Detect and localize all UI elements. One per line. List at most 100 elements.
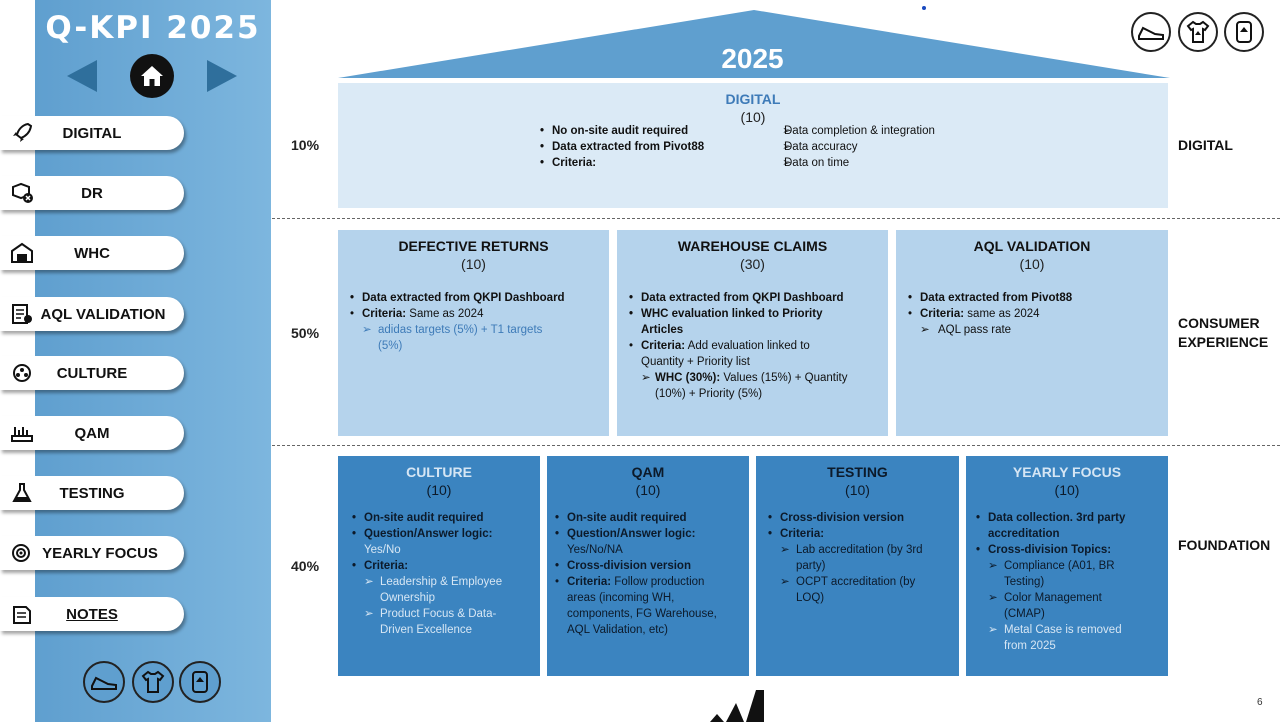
row-divider (272, 218, 1280, 219)
box-title: YEARLY FOCUS (1012, 464, 1122, 480)
menu-button-culture[interactable]: CULTURE (0, 356, 184, 390)
menu-label: AQL VALIDATION (40, 305, 166, 323)
adidas-logo-icon (710, 690, 764, 722)
flask-icon (12, 483, 32, 502)
rocket-icon (13, 122, 33, 142)
row-divider (272, 445, 1280, 446)
box-list: Cross-division version Criteria: Lab acc… (766, 510, 953, 606)
box-title: WAREHOUSE CLAIMS (677, 238, 828, 254)
menu-label: WHC (74, 244, 110, 262)
box-list: On-site audit required Question/Answer l… (350, 510, 534, 638)
menu-button-digital[interactable]: DIGITAL (0, 116, 184, 150)
yearly-focus-box: YEARLY FOCUS (10) Data collection. 3rd p… (966, 456, 1168, 676)
list-item: Question/Answer logic: (350, 526, 534, 542)
list-item: WHC evaluation linked to Priority (627, 306, 880, 322)
list-item: LOQ) (796, 592, 825, 604)
menu-button-aql-validation[interactable]: AQL VALIDATION (0, 297, 184, 331)
qam-box: QAM (10) On-site audit required Question… (547, 456, 749, 676)
box-score: (10) (635, 482, 661, 498)
row-weight-foundation: 40% (291, 558, 320, 574)
previous-arrow-icon[interactable] (67, 60, 97, 92)
box-score: (10) (461, 256, 486, 272)
menu-button-notes[interactable]: NOTES (0, 597, 184, 631)
roof-shape (338, 10, 1170, 78)
box-list: Data extracted from Pivot88 Criteria: sa… (906, 290, 1160, 338)
list-item: Metal Case is removed (974, 622, 1162, 638)
row-category-consumer: CONSUMER EXPERIENCE (1178, 315, 1269, 350)
menu-label: YEARLY FOCUS (42, 544, 158, 562)
team-icon (13, 364, 31, 382)
checklist-icon (12, 304, 32, 324)
box-score: (10) (740, 109, 766, 125)
list-item: WHC (30%): Values (15%) + Quantity (627, 370, 880, 386)
page-number: 6 (1257, 697, 1263, 708)
box-score: (10) (1019, 256, 1045, 272)
list-item: Cross-division version (553, 558, 743, 574)
shirt-icon[interactable] (132, 661, 174, 703)
menu-button-dr[interactable]: DR (0, 176, 184, 210)
box-title: AQL VALIDATION (973, 238, 1091, 254)
defective-returns-box: DEFECTIVE RETURNS (10) Data extracted fr… (338, 230, 609, 436)
list-item: Quantity + Priority list (641, 356, 750, 368)
list-item: accreditation (988, 528, 1060, 540)
list-item: areas (incoming WH, (567, 592, 675, 604)
list-item: Driven Excellence (380, 624, 473, 636)
list-item: Compliance (A01, BR (974, 558, 1162, 574)
box-title: QAM (631, 464, 665, 480)
menu-label: TESTING (59, 484, 125, 502)
equipment-icon[interactable] (179, 661, 221, 703)
list-item: (CMAP) (1004, 608, 1045, 620)
menu-button-whc[interactable]: WHC (0, 236, 184, 270)
list-item: from 2025 (1004, 640, 1056, 652)
list-item: Data extracted from Pivot88 (538, 139, 704, 155)
box-list: Data extracted from QKPI Dashboard Crite… (348, 290, 601, 354)
list-item: (5%) (378, 340, 403, 352)
warehouse-icon (11, 242, 33, 263)
aql-validation-box: AQL VALIDATION (10) Data extracted from … (896, 230, 1168, 436)
digital-left-list: No on-site audit required Data extracted… (538, 123, 704, 171)
list-item: (10%) + Priority (5%) (655, 388, 763, 400)
list-item: Data extracted from Pivot88 (906, 290, 1160, 306)
list-item: Yes/No/NA (567, 544, 623, 556)
next-arrow-icon[interactable] (207, 60, 237, 92)
shoe-icon[interactable] (1131, 12, 1171, 52)
box-score: (10) (845, 482, 870, 498)
row-weight-digital: 10% (291, 137, 320, 153)
list-item: On-site audit required (553, 510, 743, 526)
box-title: DIGITAL (725, 91, 781, 107)
menu-button-testing[interactable]: TESTING (0, 476, 184, 510)
row-weight-consumer: 50% (291, 325, 320, 341)
menu-label: NOTES (66, 605, 118, 623)
equipment-icon[interactable] (1224, 12, 1264, 52)
list-item: Lab accreditation (by 3rd (766, 542, 953, 558)
menu-button-yearly-focus[interactable]: YEARLY FOCUS (0, 536, 184, 570)
shirt-icon[interactable] (1178, 12, 1218, 52)
warehouse-claims-box: WAREHOUSE CLAIMS (30) Data extracted fro… (617, 230, 888, 436)
list-item: Product Focus & Data- (350, 606, 534, 622)
box-return-icon (12, 182, 33, 203)
list-item: Criteria: (766, 526, 953, 542)
menu-button-qam[interactable]: QAM (0, 416, 184, 450)
home-icon (141, 66, 163, 86)
list-item: Data on time (768, 155, 935, 171)
digital-box: DIGITAL (10) No on-site audit required D… (338, 83, 1168, 208)
box-score: (10) (1054, 482, 1080, 498)
shoe-icon[interactable] (83, 661, 125, 703)
box-list: On-site audit required Question/Answer l… (553, 510, 743, 638)
list-item: Leadership & Employee (350, 574, 534, 590)
list-item: No on-site audit required (538, 123, 704, 139)
notes-icon (13, 606, 31, 624)
list-item: Yes/No (364, 544, 401, 556)
list-item: Criteria: (538, 155, 704, 171)
menu-label: QAM (74, 424, 110, 442)
culture-box: CULTURE (10) On-site audit required Ques… (338, 456, 540, 676)
list-item: Data extracted from QKPI Dashboard (627, 290, 880, 306)
list-item: party) (796, 560, 826, 572)
list-item: Cross-division version (766, 510, 953, 526)
home-button[interactable] (130, 54, 174, 98)
list-item: On-site audit required (350, 510, 534, 526)
row-category-digital: DIGITAL (1178, 137, 1233, 153)
ruler-icon (11, 427, 33, 442)
box-score: (10) (426, 482, 452, 498)
